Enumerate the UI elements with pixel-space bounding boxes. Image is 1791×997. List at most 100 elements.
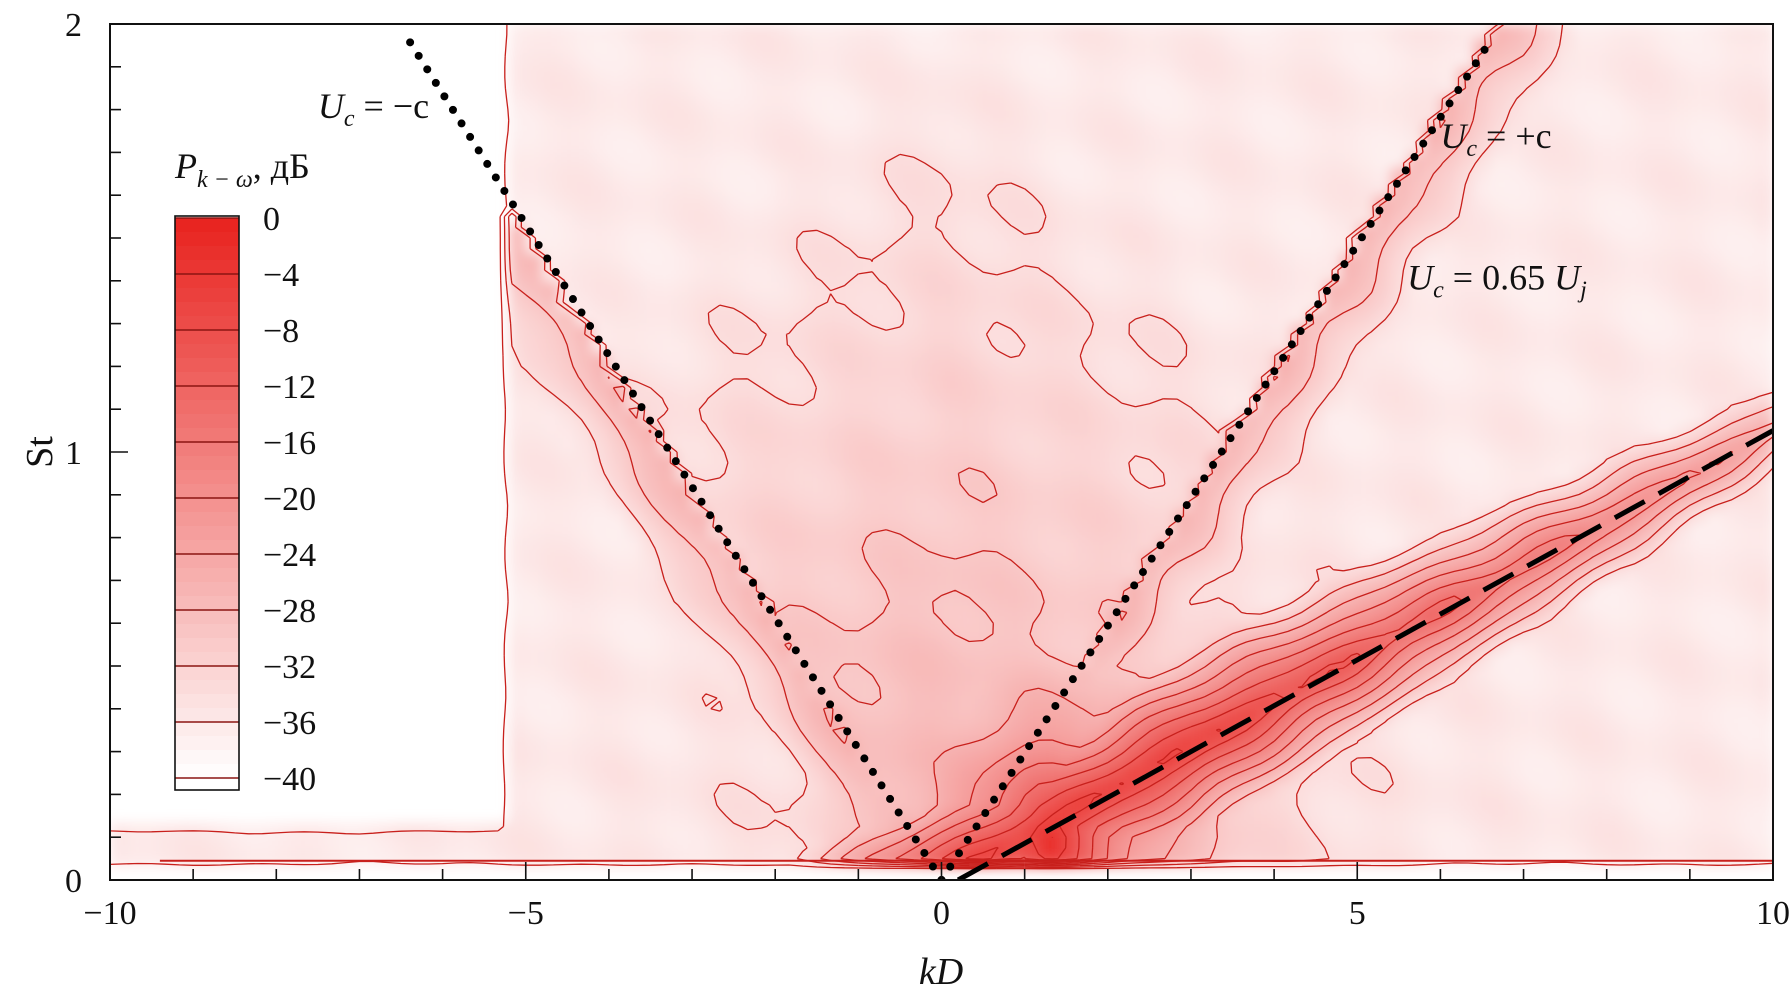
heatmap-cell xyxy=(741,480,760,496)
heatmap-cell xyxy=(1124,780,1143,796)
heatmap-cell xyxy=(791,95,810,111)
heatmap-cell xyxy=(542,223,561,239)
heatmap-cell xyxy=(1639,195,1658,211)
heatmap-cell xyxy=(1224,152,1242,168)
heatmap-cell xyxy=(1506,81,1525,97)
heatmap-cell xyxy=(1573,38,1592,54)
heatmap-cell xyxy=(1157,437,1176,453)
heatmap-cell xyxy=(1473,337,1492,354)
heatmap-cell xyxy=(991,623,1010,639)
heatmap-cell xyxy=(1290,337,1309,354)
heatmap-cell xyxy=(891,180,910,197)
heatmap-cell xyxy=(808,594,827,610)
heatmap-cell xyxy=(1423,694,1442,710)
heatmap-cell xyxy=(1174,295,1192,311)
colorbar-swatch xyxy=(175,330,239,345)
heatmap-cell xyxy=(1257,509,1276,525)
heatmap-cell xyxy=(1723,780,1741,796)
heatmap-cell xyxy=(825,837,843,853)
heatmap-cell xyxy=(608,180,627,197)
y-axis: 012 xyxy=(65,7,128,900)
heatmap-cell xyxy=(1024,280,1043,297)
heatmap-cell xyxy=(924,509,943,525)
heatmap-cell xyxy=(725,95,743,111)
heatmap-cell xyxy=(1523,509,1542,525)
heatmap-cell xyxy=(1540,708,1558,725)
heatmap-cell xyxy=(359,822,378,839)
heatmap-cell xyxy=(525,394,544,411)
heatmap-cell xyxy=(1506,437,1525,453)
heatmap-cell xyxy=(1739,822,1758,839)
heatmap-cell xyxy=(1340,765,1359,782)
heatmap-cell xyxy=(1689,280,1708,297)
heatmap-cell xyxy=(1041,123,1059,140)
heatmap-cell xyxy=(1689,138,1708,154)
heatmap-cell xyxy=(559,81,577,97)
heatmap-cell xyxy=(692,737,710,753)
heatmap-cell xyxy=(1157,708,1176,725)
heatmap-cell xyxy=(1423,851,1442,867)
heatmap-cell xyxy=(509,138,527,154)
heatmap-cell xyxy=(1490,452,1508,468)
heatmap-cell xyxy=(808,352,827,368)
heatmap-cell xyxy=(941,708,960,725)
heatmap-cell xyxy=(1590,394,1608,411)
heatmap-cell xyxy=(1290,138,1309,154)
heatmap-cell xyxy=(1091,537,1109,553)
heatmap-cell xyxy=(741,794,760,810)
heatmap-cell xyxy=(1556,466,1575,482)
heatmap-cell xyxy=(941,794,960,810)
heatmap-cell xyxy=(1623,537,1641,553)
heatmap-cell xyxy=(1739,537,1758,553)
heatmap-cell xyxy=(1606,238,1625,254)
heatmap-cell xyxy=(841,309,860,325)
heatmap-cell xyxy=(1390,780,1409,796)
heatmap-cell xyxy=(1091,223,1109,239)
heatmap-cell xyxy=(1174,808,1192,824)
heatmap-cell xyxy=(908,637,926,653)
heatmap-cell xyxy=(1556,580,1575,596)
colorbar-swatch xyxy=(175,568,239,583)
heatmap-cell xyxy=(1739,580,1758,596)
heatmap-cell xyxy=(1457,708,1475,725)
heatmap-cell xyxy=(642,494,660,511)
heatmap-cell xyxy=(874,66,893,83)
heatmap-cell xyxy=(1024,608,1043,625)
heatmap-cell xyxy=(608,138,627,154)
heatmap-cell xyxy=(1523,822,1542,839)
heatmap-cell xyxy=(1556,295,1575,311)
heatmap-cell xyxy=(974,537,993,553)
heatmap-cell xyxy=(1457,680,1475,696)
heatmap-cell xyxy=(1540,295,1558,311)
heatmap-cell xyxy=(791,494,810,511)
heatmap-cell xyxy=(1473,95,1492,111)
heatmap-cell xyxy=(675,95,694,111)
heatmap-cell xyxy=(891,794,910,810)
heatmap-cell xyxy=(1723,423,1741,439)
heatmap-cell xyxy=(1407,295,1425,311)
heatmap-cell xyxy=(825,109,843,125)
heatmap-cell xyxy=(775,180,793,197)
heatmap-cell xyxy=(1540,651,1558,667)
heatmap-cell xyxy=(891,380,910,396)
heatmap-cell xyxy=(1207,523,1226,539)
heatmap-cell xyxy=(1091,166,1109,182)
heatmap-cell xyxy=(991,551,1010,568)
heatmap-cell xyxy=(941,295,960,311)
heatmap-cell xyxy=(1357,452,1375,468)
heatmap-cell xyxy=(1673,66,1691,83)
heatmap-cell xyxy=(1407,95,1425,111)
heatmap-cell xyxy=(1157,280,1176,297)
heatmap-cell xyxy=(592,109,610,125)
heatmap-cell xyxy=(1224,822,1242,839)
heatmap-cell xyxy=(376,822,394,839)
heatmap-cell xyxy=(509,751,527,767)
heatmap-cell xyxy=(575,780,594,796)
heatmap-cell xyxy=(1739,837,1758,853)
heatmap-cell xyxy=(958,794,976,810)
heatmap-cell xyxy=(941,608,960,625)
heatmap-cell xyxy=(1057,123,1076,140)
heatmap-cell xyxy=(1041,494,1059,511)
heatmap-cell xyxy=(1723,651,1741,667)
heatmap-cell xyxy=(642,623,660,639)
